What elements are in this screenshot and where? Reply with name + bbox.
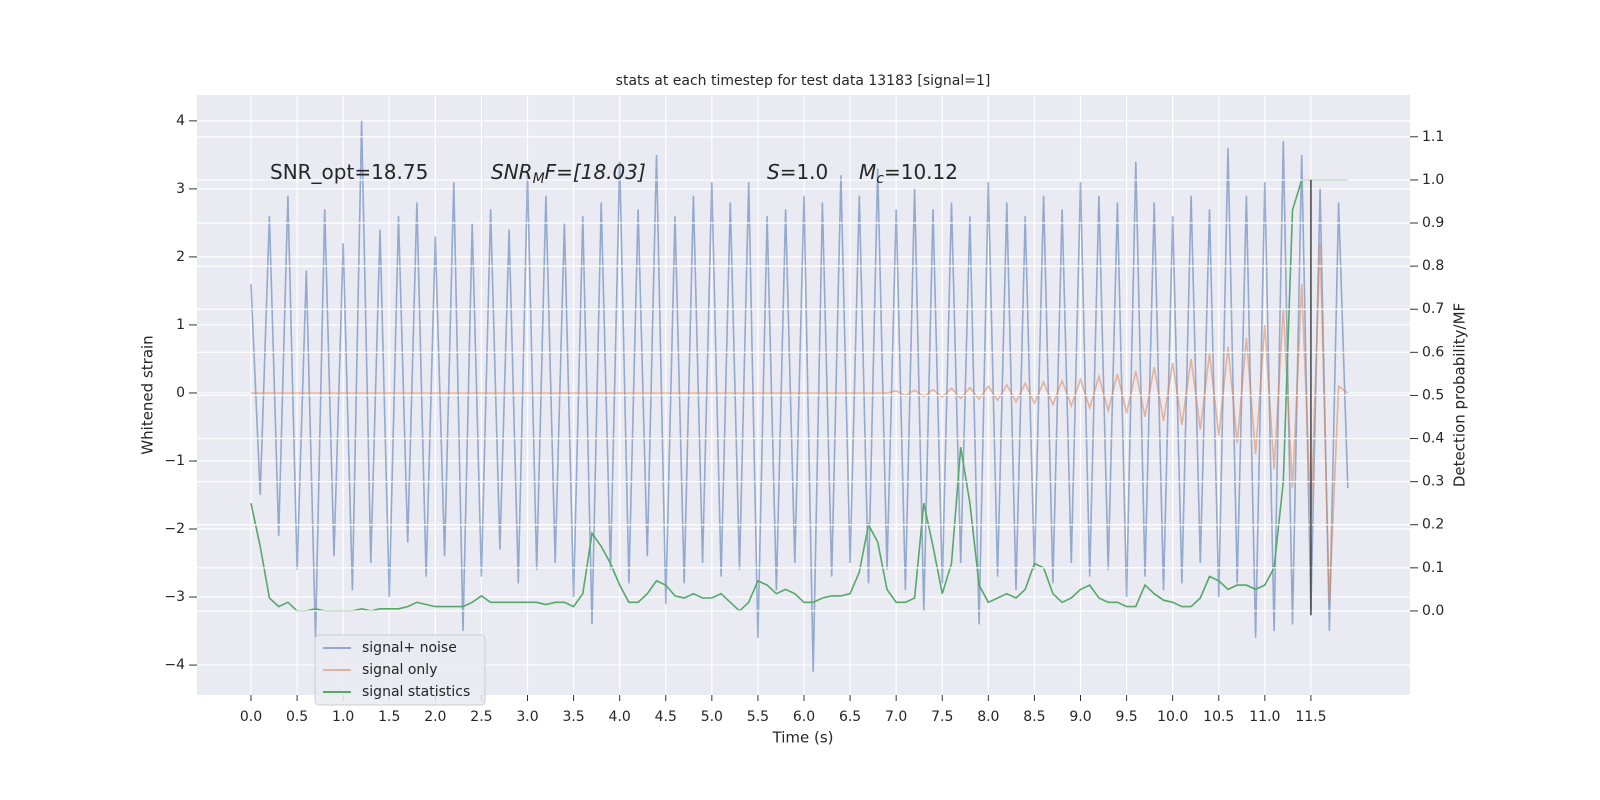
x-tick-label: 11.5 [1295,709,1326,725]
y-tick-label: −3 [164,589,185,605]
annotation-sub: M [533,171,545,187]
chart-title: stats at each timestep for test data 131… [616,73,991,89]
annotation-rest: =1.0 [780,160,829,184]
legend-label: signal statistics [362,684,470,700]
y-axis-label: Whitened strain [139,335,157,454]
y2-tick-label: 0.9 [1422,215,1444,231]
annotation: SNRMF=[18.03] [491,160,646,188]
annotation-rest: F=[18.03] [545,160,646,184]
x-tick-label: 7.0 [885,709,907,725]
x-axis-label: Time (s) [772,729,834,747]
legend-box [314,634,486,706]
x-tick-label: 5.0 [701,709,723,725]
series-line [250,179,1348,612]
y2-tick-label: 0.2 [1422,517,1444,533]
annotation-main: M [859,160,876,184]
y-tick-label: 2 [176,249,185,265]
x-tick-label: 0.0 [240,709,262,725]
x-tick-label: 8.0 [977,709,999,725]
annotation: Mc=10.12 [859,160,958,188]
x-tick-label: 4.5 [655,709,677,725]
series-layer [250,120,1349,672]
x-tick-label: 10.5 [1203,709,1234,725]
x-tick-label: 0.5 [286,709,308,725]
y-tick-label: 4 [176,113,185,129]
x-tick-label: 2.5 [470,709,492,725]
y2-tick-label: 1.1 [1422,129,1444,145]
y2-tick-label: 0.6 [1422,344,1444,360]
annotation-main: S [767,160,780,184]
x-tick-label: 1.5 [378,709,400,725]
annotation-main: SNR_opt=18.75 [270,160,428,184]
x-tick-label: 5.5 [747,709,769,725]
y-tick-label: −2 [164,521,185,537]
y-tick-label: 0 [176,385,185,401]
y2-tick-label: 0.7 [1422,301,1444,317]
legend-label: signal only [362,662,437,678]
y2-tick-label: 0.0 [1422,603,1444,619]
x-tick-label: 10.0 [1157,709,1188,725]
y2-tick-label: 0.5 [1422,387,1444,403]
series-line [251,243,1349,604]
y-tick-label: −1 [164,453,185,469]
x-tick-label: 6.0 [793,709,815,725]
y2-axis-label: Detection probability/MF [1451,303,1469,487]
annotation: SNR_opt=18.75 [270,160,428,184]
x-tick-label: 2.0 [424,709,446,725]
y-tick-label: −4 [164,657,185,673]
annotation: S=1.0 [767,160,828,184]
y2-tick-label: 1.0 [1422,172,1444,188]
x-tick-label: 9.0 [1069,709,1091,725]
y-tick-label: 3 [176,181,185,197]
y2-tick-label: 0.8 [1422,258,1444,274]
x-tick-label: 1.0 [332,709,354,725]
x-tick-label: 3.0 [516,709,538,725]
y-tick-label: 1 [176,317,185,333]
y2-tick-label: 0.1 [1422,560,1444,576]
y2-tick-label: 0.4 [1422,431,1444,447]
x-tick-label: 8.5 [1023,709,1045,725]
annotation-main: SNR [491,160,533,184]
x-tick-label: 11.0 [1249,709,1280,725]
x-tick-label: 7.5 [931,709,953,725]
x-tick-label: 4.0 [609,709,631,725]
legend-label: signal+ noise [362,640,457,656]
x-tick-label: 6.5 [839,709,861,725]
x-tick-label: 3.5 [562,709,584,725]
series-line [250,120,1349,672]
annotation-rest: =10.12 [884,160,958,184]
y2-tick-label: 0.3 [1422,474,1444,490]
x-tick-label: 9.5 [1115,709,1137,725]
annotation-sub: c [876,171,884,187]
